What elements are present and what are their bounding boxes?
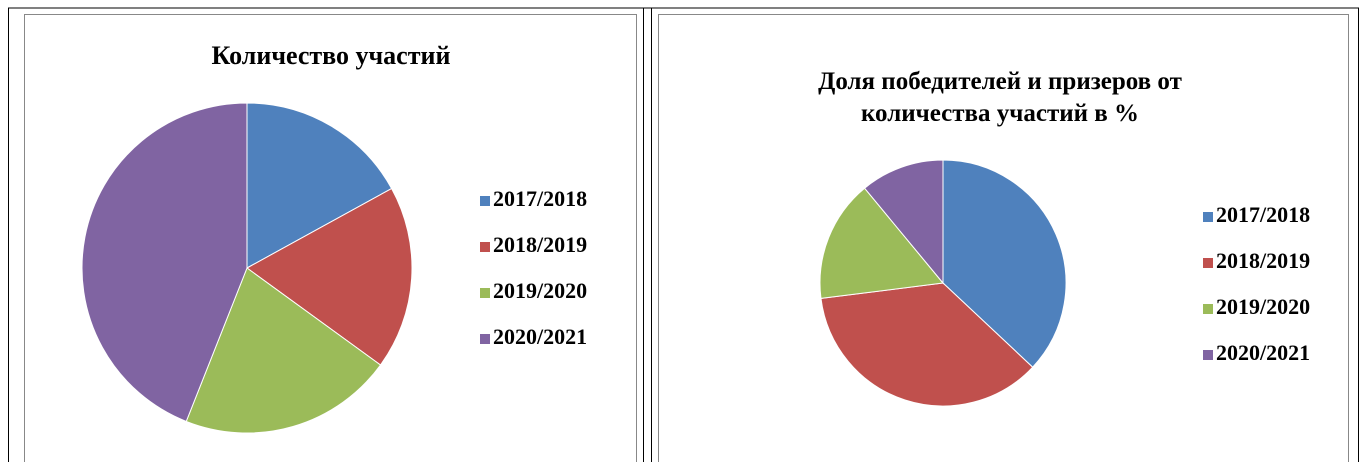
legend-swatch xyxy=(1203,212,1213,222)
legend-swatch xyxy=(480,196,490,206)
legend-label: 2017/2018 xyxy=(1216,202,1310,227)
chart-title: Количество участий xyxy=(211,41,451,70)
legend-label: 2019/2020 xyxy=(1216,294,1310,319)
pie-slice xyxy=(863,159,944,285)
pie-slice xyxy=(820,282,1034,407)
legend-label: 2018/2019 xyxy=(1216,248,1310,273)
legend-label: 2020/2021 xyxy=(493,324,587,349)
chart-frame xyxy=(658,14,1349,462)
pie-slice xyxy=(942,159,1067,368)
legend-label: 2020/2021 xyxy=(1216,340,1310,365)
legend-swatch xyxy=(1203,258,1213,268)
legend-label: 2017/2018 xyxy=(493,186,587,211)
legend-swatch xyxy=(480,334,490,344)
legend-swatch xyxy=(1203,304,1213,314)
legend-label: 2018/2019 xyxy=(493,232,587,257)
legend-swatch xyxy=(480,242,490,252)
pie-slice xyxy=(185,267,382,434)
pie-slice xyxy=(246,187,413,366)
pie-slice xyxy=(819,187,944,299)
pie-slice xyxy=(246,102,393,269)
legend-swatch xyxy=(1203,350,1213,360)
table-borders xyxy=(8,7,1359,462)
chart-title: Доля победителей и призеров от количеств… xyxy=(818,68,1182,127)
chart-frames xyxy=(24,14,1349,462)
legend-swatch xyxy=(480,288,490,298)
legend-label: 2019/2020 xyxy=(493,278,587,303)
pie-slice xyxy=(81,102,248,423)
chart-frame xyxy=(24,14,637,462)
